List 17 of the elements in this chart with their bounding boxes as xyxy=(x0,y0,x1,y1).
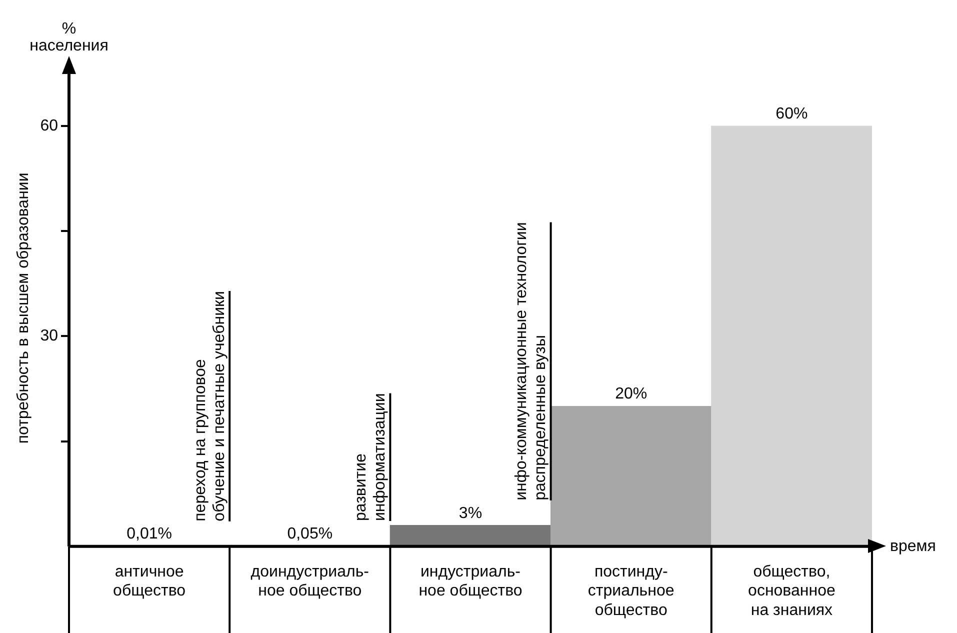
x-tick-label: индустриаль- ное общество xyxy=(418,563,522,600)
annotation: развитие информатизации xyxy=(352,393,389,522)
x-tick-label: доиндустриаль- ное общество xyxy=(250,563,370,600)
x-axis-title: время xyxy=(890,538,936,555)
annotation: переход на групповое обучение и печатные учебники xyxy=(192,291,228,522)
y-tick-label: 30 xyxy=(40,328,58,345)
data-label: 3% xyxy=(458,504,482,522)
y-tick-label: 60 xyxy=(40,117,58,134)
text: % населения xyxy=(30,20,108,54)
x-tick-label: общество, основанное на знаниях xyxy=(748,563,836,619)
x-tick-label: постинду- стриальное общество xyxy=(588,563,674,619)
data-label: 60% xyxy=(776,105,808,122)
x-tick-label: античное общество xyxy=(113,563,186,600)
data-label: 0,05% xyxy=(287,525,333,542)
y-axis-title: потребность в высшем образовании xyxy=(15,172,32,444)
data-label: 20% xyxy=(615,386,648,403)
data-label: 0,01% xyxy=(126,526,172,543)
